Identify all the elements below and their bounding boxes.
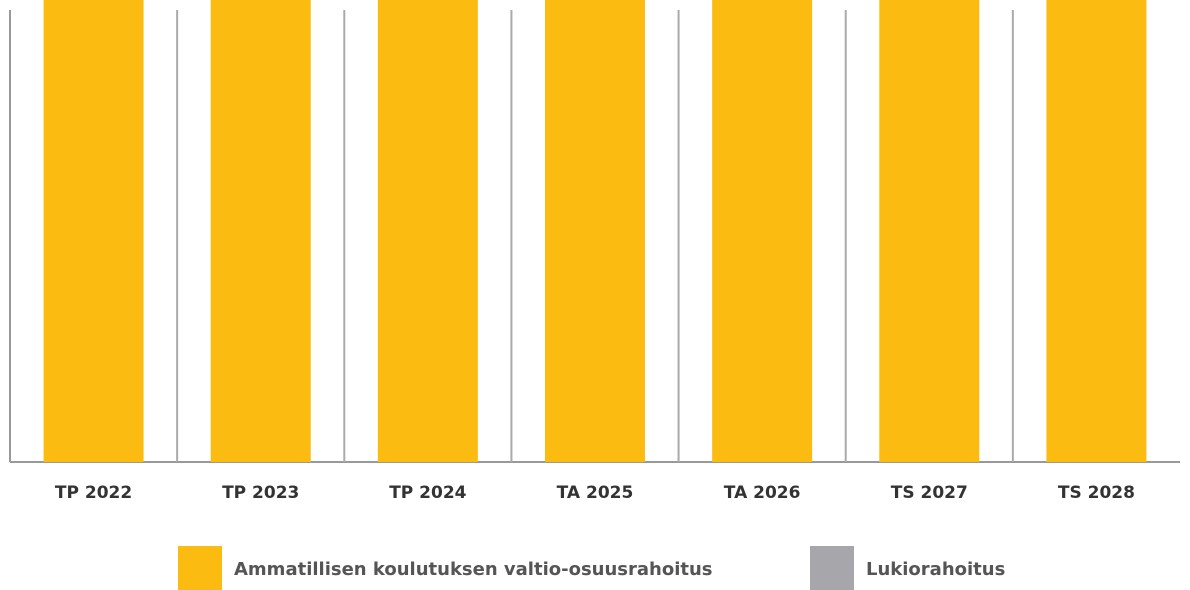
x-tick-label: TS 2028 <box>1058 483 1135 503</box>
bar-segment <box>377 0 478 462</box>
legend-swatch <box>178 546 222 590</box>
x-tick-label: TA 2026 <box>724 483 801 503</box>
bar-segment <box>1046 0 1147 462</box>
x-tick-label: TA 2025 <box>557 483 634 503</box>
bar-segment <box>43 0 144 462</box>
x-tick-label: TP 2022 <box>55 483 132 503</box>
x-tick-label: TP 2024 <box>389 483 466 503</box>
x-tick-label: TP 2023 <box>222 483 299 503</box>
bar-segment <box>210 0 311 462</box>
bar-segment <box>545 0 645 462</box>
x-tick-label: TS 2027 <box>891 483 968 503</box>
legend-label: Ammatillisen koulutuksen valtio-osuusrah… <box>234 559 713 580</box>
legend-label: Lukiorahoitus <box>866 559 1005 580</box>
bar-segment <box>712 0 813 462</box>
bar-segment <box>879 0 980 462</box>
legend-swatch <box>810 546 854 590</box>
